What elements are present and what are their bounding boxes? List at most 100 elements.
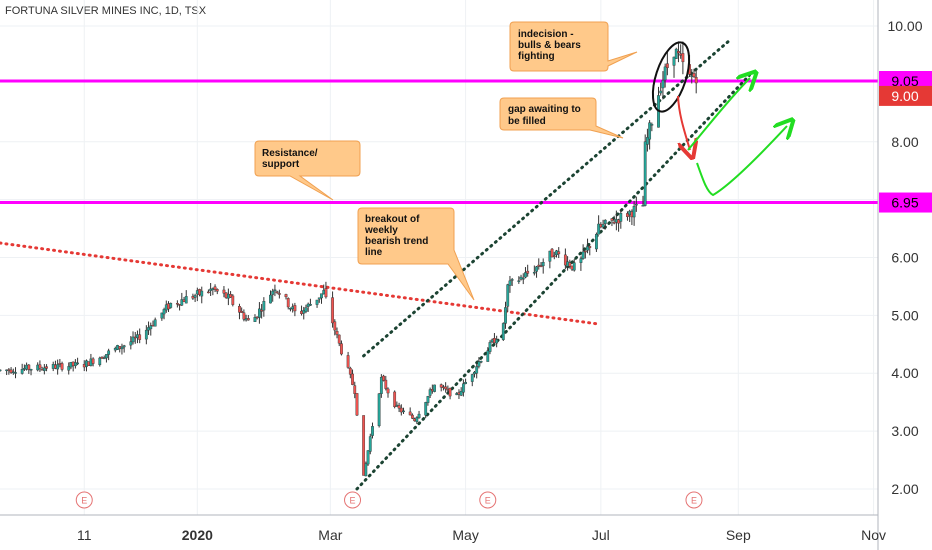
candle-body [674, 48, 678, 59]
candle-body [273, 289, 277, 292]
candle-body [138, 334, 142, 340]
candle-body [368, 436, 372, 452]
candle-body [366, 450, 370, 465]
candle-body [417, 413, 421, 419]
candle-body [105, 354, 108, 359]
candle-body [242, 312, 246, 320]
svg-text:breakout of weekly: breakout of weekly bearish trend line [364, 214, 431, 258]
candle-body [213, 286, 217, 290]
candle-body [612, 221, 616, 224]
candle-body [271, 290, 275, 295]
candle-body [258, 308, 261, 318]
candle-body [677, 51, 680, 54]
candle-body [539, 265, 543, 267]
annotation-resistance[interactable]: Resistance/ support [254, 140, 361, 201]
candle-body [479, 361, 483, 363]
earnings-label: E [691, 496, 697, 506]
candle-body [333, 321, 337, 331]
annotation-gap[interactable]: gap awaiting to be filled [499, 97, 624, 139]
candle-body [386, 388, 390, 394]
price-tick-label: 5.00 [891, 307, 918, 323]
candle-body [309, 304, 312, 306]
annotation-text: Resistance/ [262, 148, 318, 159]
candle-body [335, 330, 339, 335]
candle-body [293, 305, 297, 312]
trend-lines [0, 39, 751, 491]
candle-body [253, 317, 257, 322]
indecision-ellipse [651, 41, 691, 113]
candle-body [517, 280, 521, 282]
down-arrow [677, 95, 690, 150]
candle-body [371, 426, 374, 436]
price-tick-label: 3.00 [891, 423, 918, 439]
price-badge [879, 192, 932, 213]
time-tick-label: Mar [318, 527, 342, 543]
candle-body [444, 386, 448, 390]
candle-body [193, 295, 197, 298]
candle-body [351, 373, 354, 385]
candle-body [200, 290, 204, 297]
price-badge-label: 9.00 [891, 88, 918, 104]
price-tick-label: 10.00 [887, 18, 922, 34]
price-tick-label: 6.00 [891, 250, 918, 266]
candle-body [448, 387, 452, 397]
time-tick-label: May [452, 527, 478, 543]
candle-body [603, 219, 607, 225]
candle-body [402, 410, 405, 413]
candle-body [632, 206, 636, 218]
candle-body [550, 248, 554, 258]
annotation-text: be filled [508, 116, 546, 127]
recovery-arrow-1 [687, 78, 750, 151]
candle-body [650, 124, 654, 126]
price-tick-label: 4.00 [891, 365, 918, 381]
candle-body [29, 369, 33, 371]
candle-body [504, 307, 507, 324]
candle-body [38, 364, 42, 369]
candle-body [464, 382, 468, 384]
candle-body [0, 369, 2, 372]
candle-body [583, 250, 587, 253]
candle-body [601, 224, 605, 228]
annotation-text: bulls & bears [518, 40, 581, 51]
candle-body [353, 385, 357, 394]
candle-body [304, 307, 308, 312]
candle-body [379, 377, 383, 394]
candle-body [461, 383, 465, 393]
candle-body [557, 251, 561, 255]
earnings-label: E [485, 496, 491, 506]
candle-body [595, 234, 598, 250]
candle-body [76, 362, 80, 365]
candle-body [535, 266, 538, 272]
candle-body [122, 345, 126, 348]
annotation-text: gap awaiting to [508, 104, 581, 115]
annotation-breakout[interactable]: breakout of weekly bearish trend line [357, 207, 475, 301]
annotation-text: line [365, 247, 383, 258]
time-tick-label: Sep [726, 527, 751, 543]
candle-body [73, 362, 77, 367]
annotation-text: breakout of [365, 214, 420, 225]
price-badge-label: 6.95 [891, 195, 918, 211]
candle-body [14, 372, 17, 374]
candle-body [646, 137, 649, 145]
candle-body [262, 301, 266, 311]
svg-text:indecision - bulls & bea: indecision - bulls & bears fighting [518, 29, 584, 62]
candle-body [661, 80, 665, 89]
candle-body [563, 254, 567, 266]
earnings-marker [344, 491, 362, 509]
candle-body [408, 411, 412, 416]
candle-body [641, 205, 645, 207]
annotation-indecision[interactable]: indecision - bulls & bears fighting [509, 21, 638, 72]
candle-body [91, 358, 95, 364]
hand-drawings [651, 41, 787, 197]
candle-body [477, 361, 481, 367]
candle-body [215, 289, 219, 292]
earnings-marker [75, 491, 93, 509]
candle-body [284, 294, 288, 298]
candle-body [277, 293, 281, 295]
candle-body [60, 363, 64, 370]
candle-body [521, 278, 525, 280]
trend-line [362, 39, 731, 358]
candle-body [619, 213, 623, 222]
